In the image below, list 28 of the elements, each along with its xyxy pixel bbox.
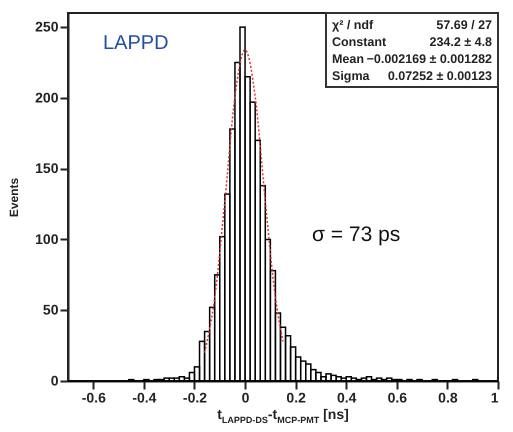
x-tick-label: 0.8 — [438, 390, 458, 406]
y-tick-label: 100 — [35, 230, 59, 247]
y-tick-label: 50 — [42, 302, 59, 318]
x-tick-label: 1 — [490, 390, 499, 406]
x-tick-label: -0.6 — [82, 390, 106, 406]
x-tick-label: 0.2 — [286, 390, 306, 406]
annotation: Constant — [332, 35, 387, 49]
y-tick-label: 150 — [35, 160, 59, 176]
y-tick-label: 200 — [35, 89, 59, 106]
x-tick-label: 0 — [242, 390, 250, 406]
x-tick-label: 0.6 — [388, 390, 408, 406]
annotation: −0.002169 ± 0.001282 — [366, 52, 492, 66]
y-axis-title: Events — [7, 178, 22, 218]
x-tick-label: -0.4 — [132, 390, 157, 406]
annotation: χ² / ndf — [332, 18, 374, 32]
annotation: LAPPD — [103, 32, 169, 54]
annotation: 234.2 ± 4.8 — [430, 35, 492, 49]
y-tick-label: 0 — [50, 372, 59, 388]
y-tick-label: 250 — [35, 18, 59, 35]
annotation: Mean — [332, 52, 364, 66]
annotation: 57.69 / 27 — [436, 18, 492, 32]
annotation: 0.07252 ± 0.00123 — [388, 69, 492, 83]
x-axis-title: t$_{LAPPD-DS}$-t$_{MCP-PMT}$ [ns] — [216, 406, 350, 425]
x-tick-label: 0.4 — [337, 390, 357, 406]
x-tick-label: -0.2 — [182, 390, 208, 406]
line-series — [204, 49, 284, 354]
annotation: Sigma — [332, 69, 371, 83]
annotation: σ = 73 ps — [312, 223, 400, 246]
